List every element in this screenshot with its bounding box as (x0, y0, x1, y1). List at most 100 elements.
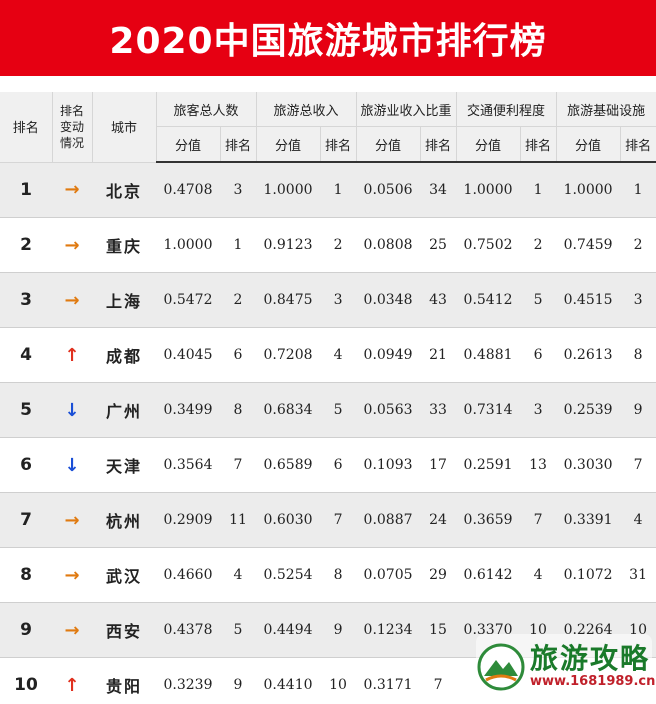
cell-rank: 9 (620, 382, 656, 438)
row-rank: 6 (0, 437, 52, 493)
rank-change-right-arrow-icon: → (64, 179, 80, 201)
cell-rank: 31 (620, 547, 656, 603)
row-change: ↑ (52, 327, 92, 383)
cell-rank: 7 (620, 437, 656, 493)
table-body: 1 → 北京 0.4708 3 1.0000 1 0.0506 34 1.0000 1 1.0000 1… (0, 162, 656, 704)
cell-rank: 3 (620, 272, 656, 328)
cell-rank: 2 (520, 217, 557, 273)
header-rank-change-line: 变动 (59, 119, 84, 134)
cell-rank: 9 (220, 657, 257, 704)
cell-score: 0.6142 (456, 547, 521, 603)
cell-score: 0.0705 (356, 547, 421, 603)
row-rank: 3 (0, 272, 52, 328)
cell-score: 0.5412 (456, 272, 521, 328)
cell-rank: 2 (620, 217, 656, 273)
header-group-transport: 交通便利程度 (456, 92, 557, 127)
cell-rank: 8 (620, 327, 656, 383)
header-group-infrastructure: 旅游基础设施 (556, 92, 656, 127)
header-rank: 排名 (0, 92, 53, 163)
cell-rank: 9 (320, 602, 357, 658)
row-rank: 8 (0, 547, 52, 603)
cell-rank: 3 (220, 162, 257, 218)
row-city: 北京 (92, 162, 156, 218)
cell-rank: 4 (320, 327, 357, 383)
watermark-url: www.1681989.cn (530, 674, 656, 690)
row-change: → (52, 272, 92, 328)
header-sub-rank: 排名 (320, 126, 357, 163)
cell-score: 0.4410 (256, 657, 321, 704)
rank-change-right-arrow-icon: → (64, 509, 80, 531)
row-change: ↑ (52, 657, 92, 704)
cell-score: 0.7459 (556, 217, 621, 273)
cell-rank: 3 (320, 272, 357, 328)
row-rank: 4 (0, 327, 52, 383)
cell-rank: 1 (320, 162, 357, 218)
cell-rank: 7 (220, 437, 257, 493)
cell-score: 0.4660 (156, 547, 220, 603)
cell-rank: 8 (220, 382, 257, 438)
row-change: → (52, 492, 92, 548)
cell-rank: 10 (320, 657, 357, 704)
rank-change-right-arrow-icon: → (64, 619, 80, 641)
rank-change-right-arrow-icon: → (64, 564, 80, 586)
row-city: 武汉 (92, 547, 156, 603)
cell-rank: 1 (520, 162, 557, 218)
cell-score: 0.1093 (356, 437, 421, 493)
mountain-logo-icon (476, 642, 526, 692)
rank-change-up-arrow-icon: ↑ (64, 344, 80, 366)
cell-rank: 25 (420, 217, 457, 273)
cell-rank: 1 (620, 162, 656, 218)
cell-score: 0.1072 (556, 547, 621, 603)
cell-score: 0.2591 (456, 437, 521, 493)
cell-score: 1.0000 (456, 162, 521, 218)
cell-score: 0.2539 (556, 382, 621, 438)
header-group-tourists: 旅客总人数 (156, 92, 257, 127)
cell-score: 0.0808 (356, 217, 421, 273)
cell-rank: 2 (320, 217, 357, 273)
cell-rank: 7 (520, 492, 557, 548)
cell-score: 0.3499 (156, 382, 220, 438)
cell-score: 0.5472 (156, 272, 220, 328)
page-title-banner: 2020中国旅游城市排行榜 (0, 0, 656, 76)
cell-rank: 3 (520, 382, 557, 438)
row-rank: 7 (0, 492, 52, 548)
cell-rank: 5 (220, 602, 257, 658)
table-row: 9 → 西安 0.4378 5 0.4494 9 0.1234 15 0.3370 10 0.2264… (0, 602, 656, 658)
cell-score: 0.7208 (256, 327, 321, 383)
cell-score: 0.3564 (156, 437, 220, 493)
row-city: 重庆 (92, 217, 156, 273)
row-rank: 5 (0, 382, 52, 438)
table-row: 8 → 武汉 0.4660 4 0.5254 8 0.0705 29 0.6142 4 0.1072 3… (0, 547, 656, 603)
header-rank-change-line: 排名 (59, 103, 84, 118)
row-city: 广州 (92, 382, 156, 438)
cell-rank: 11 (220, 492, 257, 548)
header-group-revenue: 旅游总收入 (256, 92, 357, 127)
row-change: → (52, 217, 92, 273)
cell-score: 0.8475 (256, 272, 321, 328)
row-rank: 2 (0, 217, 52, 273)
cell-score: 0.5254 (256, 547, 321, 603)
cell-rank: 2 (220, 272, 257, 328)
cell-rank: 5 (520, 272, 557, 328)
header-rank-change: 排名 变动 情况 (52, 92, 93, 163)
header-score: 分值 (456, 126, 521, 163)
cell-score: 0.9123 (256, 217, 321, 273)
cell-rank: 13 (520, 437, 557, 493)
cell-score: 0.0348 (356, 272, 421, 328)
cell-score: 1.0000 (256, 162, 321, 218)
header-sub-rank: 排名 (420, 126, 457, 163)
table-row: 3 → 上海 0.5472 2 0.8475 3 0.0348 43 0.5412 5 0.4515 3 (0, 272, 656, 328)
row-change: ↓ (52, 437, 92, 493)
rank-change-right-arrow-icon: → (64, 289, 80, 311)
cell-rank: 5 (320, 382, 357, 438)
header-city: 城市 (92, 92, 157, 163)
cell-rank: 7 (420, 657, 457, 704)
row-city: 西安 (92, 602, 156, 658)
cell-rank: 4 (220, 547, 257, 603)
row-change: → (52, 547, 92, 603)
cell-score: 1.0000 (556, 162, 621, 218)
row-city: 成都 (92, 327, 156, 383)
rank-change-up-arrow-icon: ↑ (64, 674, 80, 696)
page-title: 2020中国旅游城市排行榜 (109, 21, 547, 62)
cell-rank: 6 (320, 437, 357, 493)
